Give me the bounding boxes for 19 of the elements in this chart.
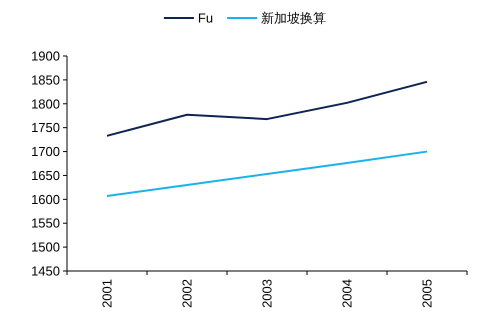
legend-label: 新加坡换算 xyxy=(261,10,326,26)
y-tick-label: 1650 xyxy=(31,168,60,183)
legend-label: Fu xyxy=(198,10,214,26)
y-tick-label: 1550 xyxy=(31,216,60,231)
x-tick-label: 2003 xyxy=(260,279,274,308)
y-tick-label: 1450 xyxy=(31,264,60,278)
y-tick-label: 1700 xyxy=(31,144,60,160)
y-tick-label: 1850 xyxy=(31,72,60,88)
y-tick-label: 1600 xyxy=(31,192,60,207)
x-tick-label: 2004 xyxy=(340,279,354,308)
y-tick-label: 1800 xyxy=(31,96,60,112)
line-series xyxy=(106,150,428,197)
y-tick-label: 1750 xyxy=(31,120,60,136)
x-tick-label: 2001 xyxy=(100,279,114,308)
y-tick-label: 1500 xyxy=(31,240,60,255)
x-tick-label: 2005 xyxy=(420,279,434,308)
line-series xyxy=(106,80,428,137)
y-tick-label: 1900 xyxy=(31,48,60,64)
x-tick-label: 2002 xyxy=(180,279,194,308)
